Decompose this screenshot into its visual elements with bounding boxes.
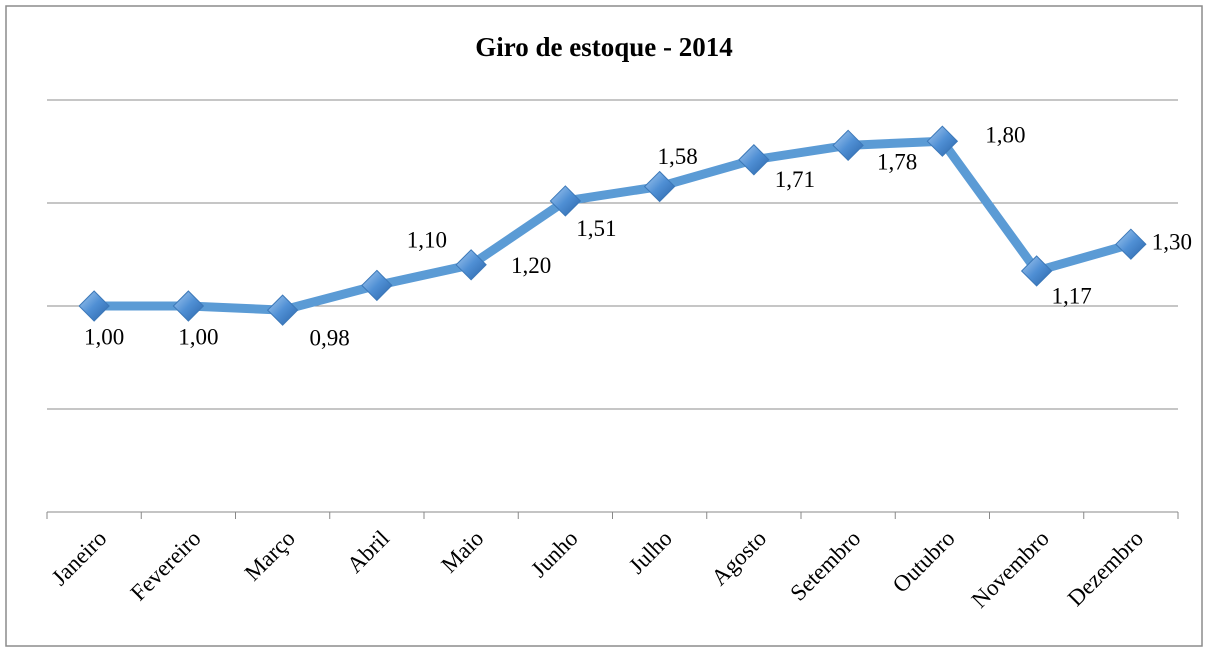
data-label: 1,58 (658, 144, 698, 169)
data-label: 1,30 (1152, 229, 1192, 254)
data-label: 1,78 (877, 150, 917, 175)
data-label: 1,00 (84, 324, 124, 349)
data-line (94, 136, 1133, 315)
marker (643, 170, 676, 203)
chart-title: Giro de estoque - 2014 (475, 32, 733, 62)
marker (361, 269, 393, 302)
marker (455, 249, 487, 281)
data-label: 1,71 (775, 167, 815, 192)
marker (738, 144, 770, 176)
marker (78, 290, 110, 322)
data-label: 1,10 (407, 228, 447, 253)
marker (832, 129, 864, 162)
data-label: 1,00 (178, 324, 218, 349)
data-label: 0,98 (310, 325, 350, 350)
data-label: 1,20 (511, 253, 551, 278)
marker (1115, 228, 1147, 260)
marker (926, 125, 959, 157)
data-label: 1,51 (576, 216, 616, 241)
marker (549, 185, 582, 217)
chart-frame (5, 5, 1203, 647)
data-label: 1,17 (1052, 283, 1092, 308)
data-label: 1,80 (985, 122, 1025, 147)
marker (266, 294, 299, 326)
marker (172, 290, 205, 322)
marker (1020, 255, 1053, 287)
